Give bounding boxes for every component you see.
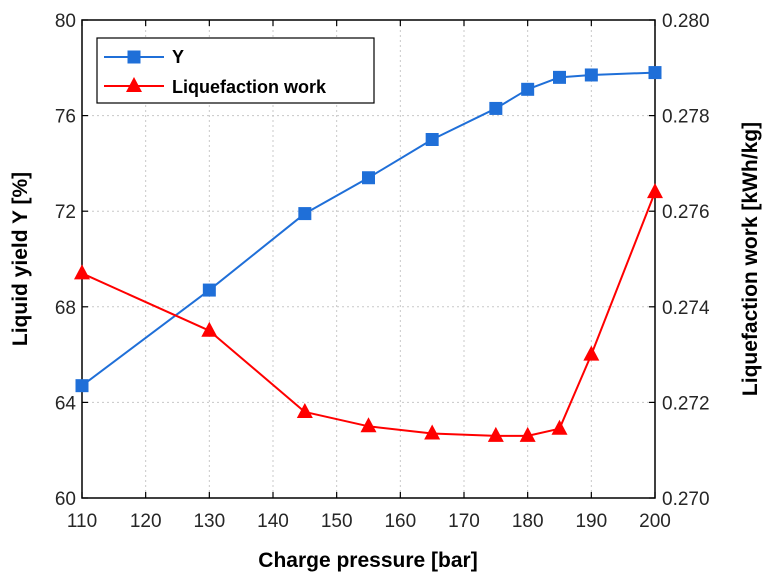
y-axis-label: Liquid yield Y [%] bbox=[9, 172, 32, 346]
y-tick-label: 80 bbox=[55, 11, 76, 32]
series bbox=[74, 66, 663, 442]
y2-tick-label: 0.278 bbox=[662, 107, 710, 128]
plot-area-frame bbox=[81, 19, 656, 499]
y-tick-label: 76 bbox=[55, 107, 76, 128]
x-tick-label: 120 bbox=[130, 511, 162, 532]
data-point-y bbox=[202, 283, 216, 297]
y-tick-label: 72 bbox=[55, 202, 76, 223]
data-point-y bbox=[362, 171, 375, 185]
data-point-liquefaction-work bbox=[296, 402, 313, 418]
legend-box bbox=[96, 37, 375, 104]
y2-tick-label: 0.272 bbox=[662, 393, 710, 414]
legend-marker-work bbox=[126, 77, 142, 92]
data-point-liquefaction-work bbox=[487, 426, 504, 442]
data-point-y bbox=[648, 66, 662, 80]
data-point-liquefaction-work bbox=[201, 321, 218, 337]
grid bbox=[82, 20, 655, 498]
y2-tick-label: 0.270 bbox=[662, 489, 710, 510]
y2-tick-label: 0.274 bbox=[662, 298, 710, 319]
data-point-liquefaction-work bbox=[647, 183, 663, 199]
data-point-y bbox=[521, 82, 535, 96]
data-point-y bbox=[75, 379, 89, 393]
data-point-y bbox=[298, 207, 312, 221]
x-tick-label: 140 bbox=[257, 511, 289, 532]
series-line-y bbox=[81, 71, 656, 387]
y2-tick-label: 0.276 bbox=[662, 202, 710, 223]
data-point-y bbox=[489, 101, 503, 115]
x-tick-label: 170 bbox=[448, 511, 480, 532]
data-point-liquefaction-work bbox=[583, 345, 600, 361]
data-point-y bbox=[425, 133, 439, 146]
ticks: 110 120 130 140 150 160 170 180 190 200 60 64 68 72 76… bbox=[55, 11, 710, 532]
x-tick-label: 190 bbox=[575, 511, 607, 532]
y-tick-label: 64 bbox=[55, 393, 77, 414]
y-tick-label: 60 bbox=[55, 489, 76, 510]
legend-marker-y bbox=[127, 50, 141, 64]
x-tick-label: 130 bbox=[193, 511, 225, 532]
x-tick-label: 200 bbox=[639, 511, 671, 532]
data-point-liquefaction-work bbox=[424, 424, 441, 440]
x-tick-label: 180 bbox=[512, 511, 544, 532]
legend-label-work: Liquefaction work bbox=[172, 77, 327, 97]
data-point-liquefaction-work bbox=[74, 264, 90, 280]
data-point-y bbox=[584, 68, 598, 82]
data-point-y bbox=[553, 70, 566, 84]
data-point-liquefaction-work bbox=[519, 426, 536, 442]
x-axis-label: Charge pressure [bar] bbox=[258, 549, 477, 572]
x-tick-label: 160 bbox=[384, 511, 416, 532]
series-line-liquefaction-work bbox=[81, 191, 656, 437]
y2-axis-label: Liquefaction work [kWh/kg] bbox=[739, 122, 762, 396]
y-tick-label: 68 bbox=[55, 298, 76, 319]
legend-label-y: Y bbox=[172, 47, 184, 67]
data-point-liquefaction-work bbox=[360, 417, 377, 433]
y2-tick-label: 0.280 bbox=[662, 11, 710, 32]
data-point-liquefaction-work bbox=[551, 419, 568, 435]
x-tick-label: 150 bbox=[321, 511, 353, 532]
legend: Y Liquefaction work bbox=[96, 37, 375, 104]
x-tick-label: 110 bbox=[67, 511, 97, 532]
